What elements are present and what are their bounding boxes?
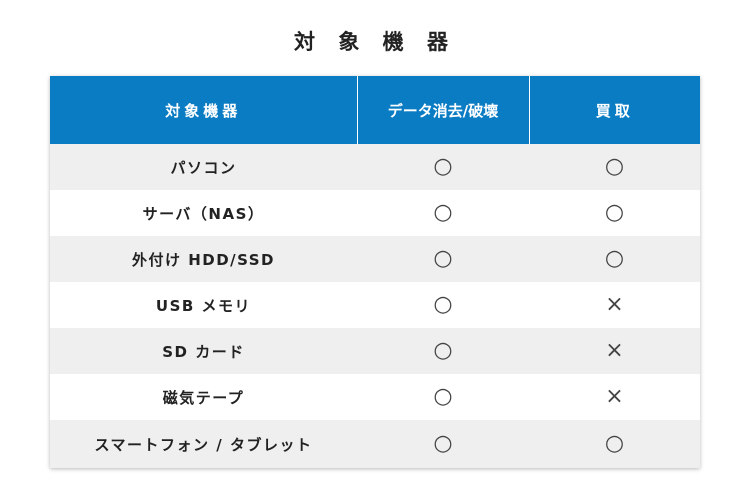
- purchase-mark: ×: [605, 338, 624, 363]
- device-table: 対象機器 データ消去/破壊 買取 パソコン ○ ○ サーバ（NAS） ○ ○ 外…: [50, 76, 700, 468]
- page-title: 対 象 機 器: [294, 30, 456, 54]
- table-row: スマートフォン / タブレット ○ ○: [50, 420, 700, 468]
- header-purchase: 買取: [529, 76, 700, 144]
- table-row: パソコン ○ ○: [50, 144, 700, 190]
- purchase-cell: ×: [529, 374, 700, 420]
- device-name: USB メモリ: [50, 282, 357, 328]
- purchase-mark: ○: [604, 431, 625, 456]
- purchase-mark: ×: [605, 292, 624, 317]
- device-name: SD カード: [50, 328, 357, 374]
- device-table-container: 対象機器 データ消去/破壊 買取 パソコン ○ ○ サーバ（NAS） ○ ○ 外…: [50, 76, 700, 468]
- device-name: 磁気テープ: [50, 374, 357, 420]
- erase-cell: ○: [357, 282, 529, 328]
- table-row: 磁気テープ ○ ×: [50, 374, 700, 420]
- purchase-cell: ○: [529, 144, 700, 190]
- purchase-cell: ×: [529, 328, 700, 374]
- erase-cell: ○: [357, 144, 529, 190]
- erase-cell: ○: [357, 328, 529, 374]
- purchase-mark: ○: [604, 246, 625, 271]
- erase-mark: ○: [433, 200, 453, 225]
- erase-cell: ○: [357, 236, 529, 282]
- device-name: パソコン: [50, 144, 357, 190]
- device-name: サーバ（NAS）: [50, 190, 357, 236]
- device-name: スマートフォン / タブレット: [50, 420, 357, 468]
- erase-mark: ○: [433, 338, 453, 363]
- purchase-mark: ×: [605, 384, 624, 409]
- table-row: サーバ（NAS） ○ ○: [50, 190, 700, 236]
- table-row: 外付け HDD/SSD ○ ○: [50, 236, 700, 282]
- header-target-device: 対象機器: [50, 76, 358, 144]
- purchase-cell: ○: [529, 420, 700, 468]
- purchase-mark: ○: [604, 200, 625, 225]
- purchase-cell: ×: [529, 282, 700, 328]
- purchase-cell: ○: [529, 190, 700, 236]
- table-header-row: 対象機器 データ消去/破壊 買取: [50, 76, 700, 144]
- erase-mark: ○: [433, 154, 453, 179]
- purchase-mark: ○: [604, 154, 625, 179]
- erase-mark: ○: [433, 246, 453, 271]
- table-row: USB メモリ ○ ×: [50, 282, 700, 328]
- table-row: SD カード ○ ×: [50, 328, 700, 374]
- header-data-erasure: データ消去/破壊: [357, 76, 530, 144]
- device-name: 外付け HDD/SSD: [50, 236, 357, 282]
- erase-mark: ○: [433, 384, 453, 409]
- erase-cell: ○: [357, 190, 529, 236]
- erase-mark: ○: [433, 431, 453, 456]
- purchase-cell: ○: [529, 236, 700, 282]
- erase-cell: ○: [357, 420, 529, 468]
- erase-mark: ○: [433, 292, 453, 317]
- erase-cell: ○: [357, 374, 529, 420]
